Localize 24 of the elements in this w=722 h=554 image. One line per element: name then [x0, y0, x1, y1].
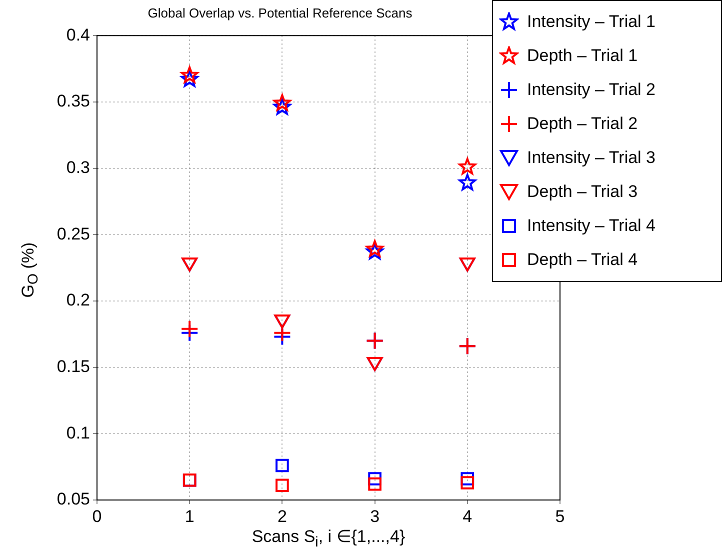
- y-tick-label: 0.4: [66, 25, 90, 44]
- x-tick-label: 5: [555, 506, 565, 526]
- y-tick-label: 0.3: [66, 158, 90, 177]
- legend-label: Intensity – Trial 1: [527, 12, 656, 32]
- y-tick-label: 0.05: [56, 490, 90, 509]
- legend-label: Intensity – Trial 2: [527, 80, 656, 100]
- x-tick-label: 4: [462, 506, 472, 526]
- x-axis-title: Scans S$_{i}$, i ∈{1,...,4}: [250, 526, 406, 550]
- y-tick-label: 0.1: [66, 423, 90, 442]
- legend-label: Intensity – Trial 4: [527, 216, 656, 236]
- chart-title: Global Overlap vs. Potential Reference Scans: [148, 5, 413, 20]
- y-tick-label: 0.2: [66, 290, 90, 310]
- x-tick-label: 2: [277, 506, 287, 526]
- x-tick-label: 0: [92, 506, 102, 526]
- legend-label: Depth – Trial 2: [527, 114, 638, 134]
- y-tick-label: 0.15: [56, 357, 90, 376]
- legend-label: Depth – Trial 4: [527, 250, 638, 270]
- legend-label: Depth – Trial 3: [527, 182, 638, 202]
- x-tick-label: 3: [370, 506, 380, 526]
- y-tick-label: 0.35: [56, 92, 90, 111]
- x-tick-label: 1: [184, 506, 194, 526]
- y-tick-label: 0.25: [56, 224, 90, 244]
- legend-label: Intensity – Trial 3: [527, 148, 656, 168]
- legend-label: Depth – Trial 1: [527, 46, 638, 66]
